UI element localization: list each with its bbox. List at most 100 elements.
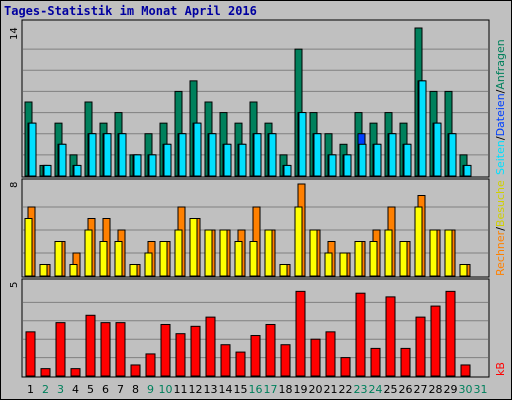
bar-kb bbox=[460, 364, 471, 377]
bar-seiten bbox=[388, 133, 397, 177]
bar-besuche bbox=[204, 229, 213, 277]
bar-besuche bbox=[24, 218, 33, 277]
day-label: 25 bbox=[384, 383, 398, 396]
bars-besuche bbox=[24, 183, 471, 277]
bar-kb bbox=[205, 316, 216, 377]
bar-seiten bbox=[373, 143, 382, 177]
bar-kb bbox=[145, 353, 156, 377]
bar-kb bbox=[310, 338, 321, 377]
bar-kb bbox=[385, 296, 396, 377]
bar-kb bbox=[220, 344, 231, 377]
day-label: 28 bbox=[429, 383, 443, 396]
bar-besuche bbox=[444, 229, 453, 277]
bar-besuche bbox=[459, 264, 468, 277]
bar-seiten bbox=[28, 122, 37, 177]
bar-kb bbox=[160, 323, 171, 377]
bar-besuche bbox=[264, 229, 273, 277]
legend-rechner: Rechner bbox=[494, 230, 507, 276]
chart-title: Tages-Statistik im Monat April 2016 bbox=[4, 4, 257, 18]
bar-kb bbox=[430, 305, 441, 377]
legend-sep-3: / bbox=[494, 227, 507, 231]
bar-seiten bbox=[238, 143, 247, 177]
day-label: 2 bbox=[42, 383, 49, 396]
bar-besuche bbox=[39, 264, 48, 277]
day-label: 19 bbox=[294, 383, 308, 396]
day-label: 20 bbox=[309, 383, 323, 396]
bar-seiten bbox=[298, 112, 307, 177]
bar-kb bbox=[235, 351, 246, 377]
bar-besuche bbox=[369, 241, 378, 277]
bar-seiten bbox=[328, 154, 337, 177]
day-label: 29 bbox=[444, 383, 458, 396]
bar-besuche bbox=[159, 241, 168, 277]
bars-kb bbox=[25, 290, 471, 377]
bar-besuche bbox=[234, 241, 243, 277]
ymax-label-besuche: 8 bbox=[9, 182, 20, 188]
day-label: 6 bbox=[102, 383, 109, 396]
bars-anfragen bbox=[24, 27, 472, 177]
bar-kb bbox=[355, 292, 366, 377]
bar-besuche bbox=[54, 241, 63, 277]
bar-besuche bbox=[294, 206, 303, 277]
bar-besuche bbox=[354, 241, 363, 277]
day-label: 26 bbox=[399, 383, 413, 396]
right-legend-top: Seiten/Dateien/Anfragen bbox=[494, 39, 507, 175]
day-label: 7 bbox=[117, 383, 124, 396]
day-label: 24 bbox=[369, 383, 383, 396]
day-label: 15 bbox=[234, 383, 248, 396]
bar-kb bbox=[25, 331, 36, 377]
day-label: 13 bbox=[204, 383, 218, 396]
bar-seiten bbox=[463, 164, 472, 177]
bar-seiten bbox=[43, 164, 52, 177]
bar-besuche bbox=[99, 241, 108, 277]
right-legend-middle: Rechner/Besuche bbox=[494, 180, 507, 276]
bar-besuche bbox=[84, 229, 93, 277]
day-label: 31 bbox=[474, 383, 488, 396]
day-label: 12 bbox=[189, 383, 203, 396]
bar-besuche bbox=[189, 218, 198, 277]
bar-seiten bbox=[313, 133, 322, 177]
day-label: 10 bbox=[159, 383, 173, 396]
bar-besuche bbox=[324, 252, 333, 277]
bar-kb bbox=[250, 335, 261, 377]
bar-seiten bbox=[343, 154, 352, 177]
day-label: 11 bbox=[174, 383, 188, 396]
bar-kb bbox=[400, 347, 411, 377]
ymax-label-kb: 5 bbox=[9, 282, 20, 288]
bar-seiten bbox=[193, 122, 202, 177]
bar-besuche bbox=[279, 264, 288, 277]
bar-besuche bbox=[69, 264, 78, 277]
bar-seiten bbox=[433, 122, 442, 177]
bar-besuche bbox=[309, 229, 318, 277]
bar-seiten bbox=[283, 164, 292, 177]
bar-kb bbox=[100, 322, 111, 377]
day-label: 21 bbox=[324, 383, 338, 396]
day-label: 8 bbox=[132, 383, 139, 396]
bar-seiten bbox=[448, 133, 457, 177]
bar-seiten bbox=[118, 133, 127, 177]
day-label: 5 bbox=[87, 383, 94, 396]
bar-kb bbox=[370, 347, 381, 377]
day-label: 17 bbox=[264, 383, 278, 396]
ymax-label-anfragen: 14 bbox=[9, 27, 20, 40]
bar-besuche bbox=[144, 252, 153, 277]
day-label: 23 bbox=[354, 383, 368, 396]
bar-besuche bbox=[249, 241, 258, 277]
bar-seiten bbox=[148, 154, 157, 177]
bar-besuche bbox=[219, 229, 228, 277]
day-label: 16 bbox=[249, 383, 263, 396]
bar-kb bbox=[280, 344, 291, 377]
day-label: 22 bbox=[339, 383, 353, 396]
legend-dateien: Dateien bbox=[494, 93, 507, 136]
bar-kb bbox=[55, 322, 66, 377]
bar-kb bbox=[415, 316, 426, 377]
day-label: 18 bbox=[279, 383, 293, 396]
bar-besuche bbox=[129, 264, 138, 277]
bar-seiten bbox=[133, 154, 142, 177]
bar-kb bbox=[175, 333, 186, 377]
bar-seiten bbox=[103, 133, 112, 177]
day-label: 14 bbox=[219, 383, 233, 396]
day-label: 27 bbox=[414, 383, 428, 396]
bar-besuche bbox=[114, 241, 123, 277]
